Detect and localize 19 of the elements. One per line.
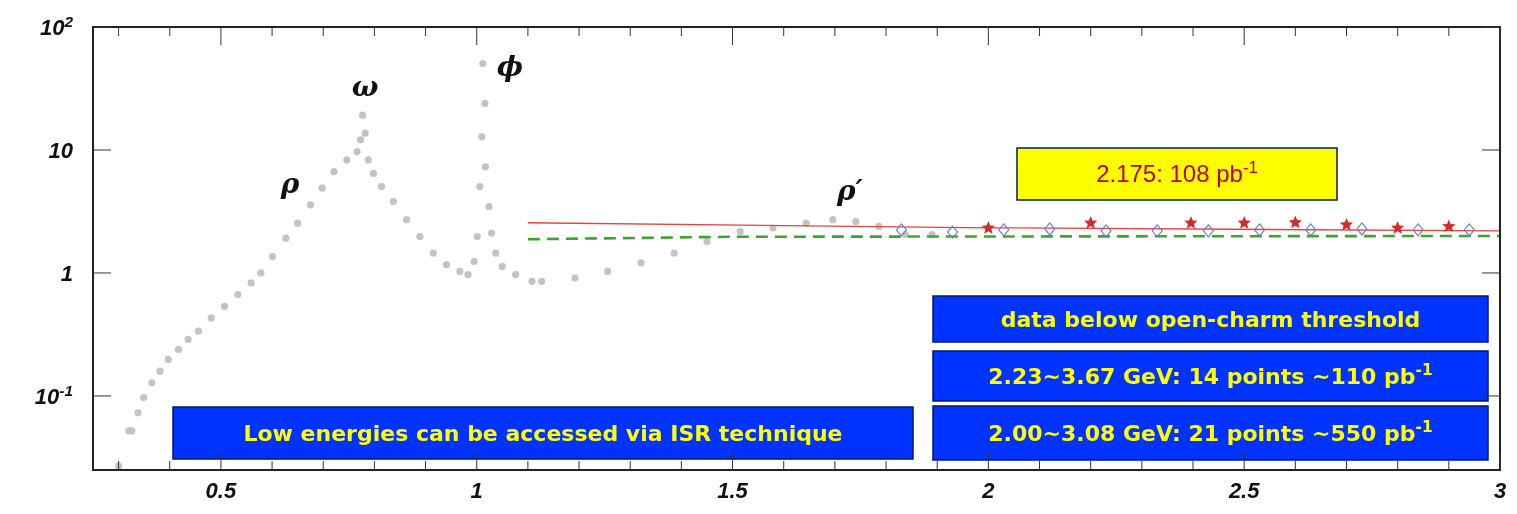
x-tick-label: 0.5 [205,478,237,503]
x-tick-label: 1 [470,478,483,503]
annotation: 2.175: 108 pb$^{-1}$ [1096,157,1258,188]
x-tick-label: 3 [1493,478,1507,503]
x-tick-label: 2 [981,478,996,503]
annotation: Low energies can be accessed via ISR technique [243,420,843,446]
y-tick-label: 10$^{2}$ [39,12,74,40]
annotation: ρ [279,167,300,200]
x-tick-label: 2.5 [1227,478,1261,503]
y-tick-label: 10$^{-1}$ [34,381,73,409]
annotation: 2.00~3.08 GeV: 21 points ~550 pb$^{-1}$ [988,417,1433,446]
annotation: data below open-charm threshold [1000,306,1421,332]
y-tick-label: 10 [48,137,74,163]
annotation: ρ′ [835,174,864,207]
annotation: ω [351,70,379,103]
x-tick-label: 1.5 [717,478,749,503]
annotation: 2.23~3.67 GeV: 14 points ~110 pb$^{-1}$ [988,360,1433,389]
annotation: ϕ [496,50,524,83]
y-tick-label: 1 [60,260,73,286]
